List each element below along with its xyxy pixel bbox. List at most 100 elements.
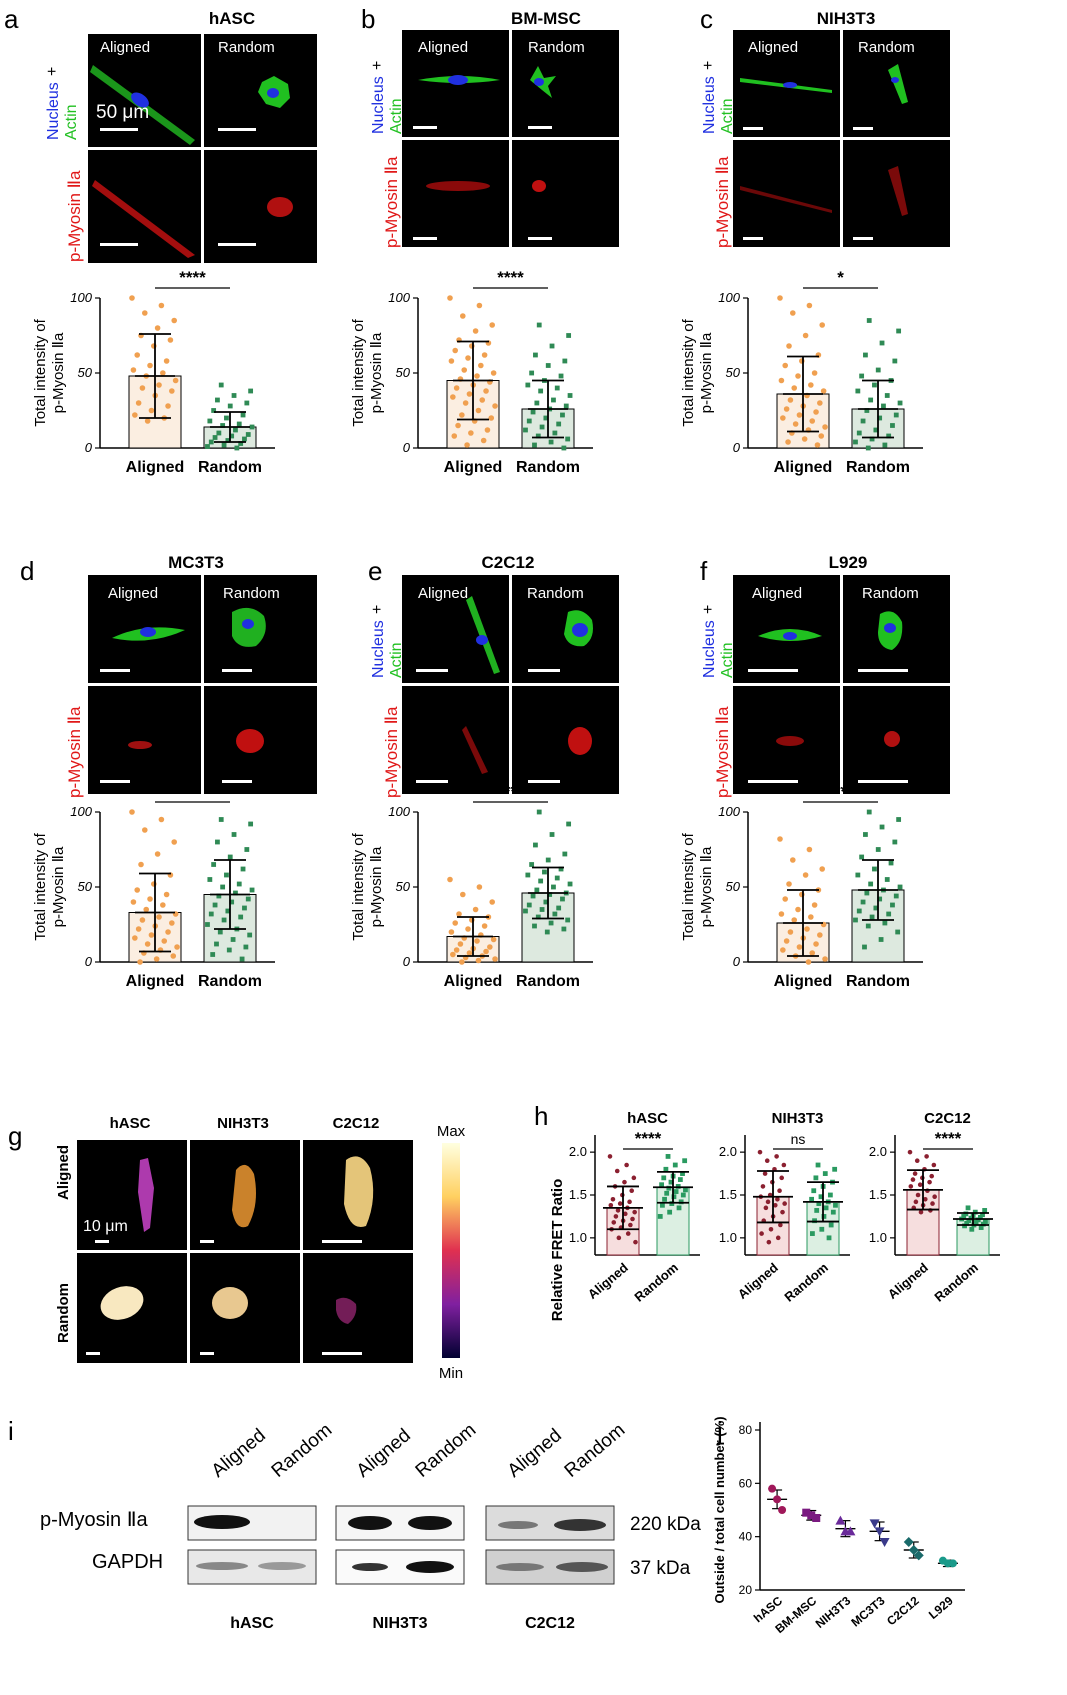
data-point xyxy=(556,905,562,911)
data-point xyxy=(554,875,560,881)
data-point xyxy=(238,441,244,446)
data-point xyxy=(759,1231,764,1236)
data-point xyxy=(130,899,137,905)
pmyosin-label: p-Myosin Ⅱa xyxy=(382,156,401,248)
data-point xyxy=(892,358,898,364)
y-tick-label: 1.5 xyxy=(719,1187,737,1202)
data-point xyxy=(778,1222,783,1228)
data-point xyxy=(448,358,455,364)
data-point xyxy=(830,1209,836,1215)
data-point xyxy=(860,899,866,905)
data-point xyxy=(245,896,251,902)
data-point xyxy=(488,415,495,421)
data-point xyxy=(908,1184,914,1189)
x-tick-label: Aligned xyxy=(585,1260,631,1302)
data-point xyxy=(896,817,902,822)
data-point xyxy=(457,941,464,947)
data-point xyxy=(826,1235,832,1241)
data-point xyxy=(961,1214,967,1219)
data-point xyxy=(828,1222,834,1228)
y-axis-label: p-Myosin Ⅱa xyxy=(698,332,715,413)
data-point xyxy=(154,851,161,857)
data-point xyxy=(551,884,556,890)
data-point xyxy=(538,878,544,884)
data-point xyxy=(922,1196,928,1202)
data-point xyxy=(171,317,178,324)
data-point xyxy=(877,415,883,421)
data-point xyxy=(239,956,245,962)
data-point xyxy=(143,906,150,913)
data-point xyxy=(791,385,798,391)
micrograph-block-f: L929 Aligned Random Nucleus + Actin p-My… xyxy=(700,553,950,798)
data-point xyxy=(465,926,471,932)
panel-label-b: b xyxy=(361,4,375,34)
random-label: Random xyxy=(527,585,584,602)
x-tick-label: Random xyxy=(931,1260,980,1305)
data-point xyxy=(170,953,177,959)
pmyosin-label: p-Myosin Ⅱa xyxy=(65,170,84,262)
data-point xyxy=(628,1222,633,1228)
data-point xyxy=(764,1158,770,1164)
significance-label: **** xyxy=(179,268,206,287)
y-tick-label: 50 xyxy=(78,365,93,380)
chart-c-NIH3T3: 0 50 100 Total intensity of p-Myosin Ⅱa Align… xyxy=(680,268,923,476)
chart-e-C2C12: 0 50 100 Total intensity of p-Myosin Ⅱa Align… xyxy=(350,782,593,990)
panel-label-f: f xyxy=(700,556,708,586)
data-point xyxy=(483,388,489,394)
data-point xyxy=(216,893,222,899)
data-point xyxy=(815,1162,821,1168)
data-point xyxy=(530,893,536,899)
aligned-label: Aligned xyxy=(752,585,802,602)
data-point xyxy=(240,412,246,418)
data-point xyxy=(882,920,888,926)
y-tick-label: 0 xyxy=(403,440,411,455)
data-point xyxy=(163,891,170,898)
data-point xyxy=(220,423,226,428)
data-point xyxy=(780,415,786,421)
data-point xyxy=(148,407,155,414)
data-point xyxy=(205,922,210,927)
data-point xyxy=(134,352,141,358)
data-point xyxy=(633,1239,638,1245)
wb-row-label-pmyosin: p-Myosin Ⅱa xyxy=(40,1509,149,1531)
data-point xyxy=(964,1220,970,1226)
data-point xyxy=(147,896,153,902)
data-point xyxy=(244,400,250,406)
data-point xyxy=(534,400,540,406)
random-label: Random xyxy=(528,39,585,56)
data-point xyxy=(215,397,220,403)
data-point xyxy=(662,1196,667,1202)
data-point xyxy=(242,905,247,911)
pmyosin-label: p-Myosin Ⅱa xyxy=(65,706,84,798)
data-point xyxy=(561,926,567,932)
data-point xyxy=(233,890,238,896)
data-point xyxy=(973,1220,979,1225)
data-point xyxy=(897,884,903,890)
x-tick-label: Aligned xyxy=(126,973,185,990)
data-point xyxy=(236,881,242,887)
data-point xyxy=(566,821,572,827)
data-point xyxy=(908,1545,919,1555)
data-point xyxy=(452,347,459,354)
data-point xyxy=(622,1179,627,1185)
y-tick-label: 100 xyxy=(718,290,740,305)
data-point xyxy=(811,902,818,908)
y-tick-label: 0 xyxy=(733,954,741,969)
data-point xyxy=(777,1188,782,1194)
data-point xyxy=(135,926,142,932)
data-point xyxy=(472,328,479,334)
data-point xyxy=(562,851,568,857)
data-point xyxy=(918,1209,924,1215)
data-point xyxy=(447,295,453,301)
data-point xyxy=(224,872,229,878)
nucleus-label: Nucleus xyxy=(45,82,62,140)
data-point xyxy=(768,1226,774,1232)
y-tick-label: 100 xyxy=(70,804,92,819)
nucleus-label: Nucleus xyxy=(370,76,387,134)
data-point xyxy=(451,433,458,439)
data-point xyxy=(657,1214,663,1219)
data-point xyxy=(820,388,827,394)
data-point xyxy=(610,1196,616,1202)
data-point xyxy=(129,809,135,815)
